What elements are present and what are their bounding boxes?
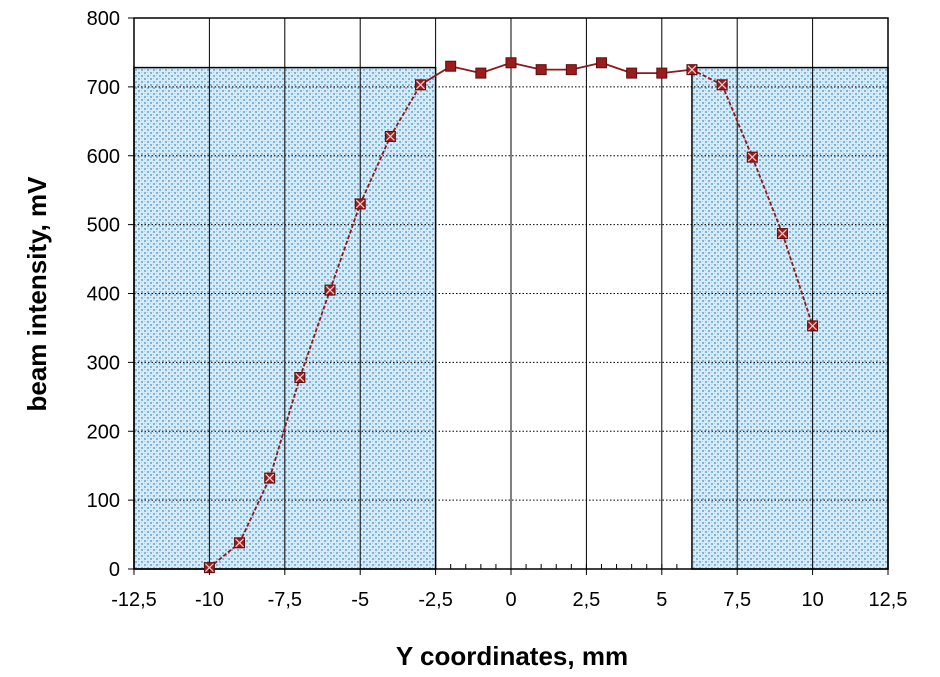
data-point-hatch <box>687 65 697 75</box>
y-tick-label: 700 <box>87 77 120 99</box>
data-point <box>203 562 215 574</box>
x-tick-label: -10 <box>195 589 224 611</box>
data-series <box>203 57 819 574</box>
data-point-hatch <box>416 80 425 90</box>
y-tick-label: 600 <box>87 146 120 168</box>
data-point <box>505 57 517 69</box>
data-point-marker <box>626 67 638 79</box>
data-point-marker <box>595 57 607 69</box>
series-segment <box>299 289 331 378</box>
y-tick-label: 100 <box>87 490 120 512</box>
data-point <box>626 67 638 79</box>
data-point-hatch <box>747 152 757 162</box>
x-axis-title: Y coordinates, mm <box>396 641 628 671</box>
data-point <box>716 79 728 91</box>
data-point <box>384 130 396 142</box>
data-point-hatch <box>325 285 335 295</box>
data-point-hatch <box>355 199 365 209</box>
x-tick-label: 0 <box>505 589 516 611</box>
data-point-marker <box>565 64 577 76</box>
data-point <box>415 79 427 91</box>
series-segment <box>329 203 362 291</box>
x-tick-label: 12,5 <box>869 589 908 611</box>
data-point-hatch <box>235 538 244 548</box>
data-point <box>354 198 366 210</box>
data-point <box>746 151 758 163</box>
y-tick-label: 0 <box>109 559 120 581</box>
data-point <box>264 472 276 484</box>
y-tick-label: 300 <box>87 352 120 374</box>
data-point <box>686 64 698 76</box>
x-tick-label: 10 <box>801 589 823 611</box>
y-axis-title: beam intensity, mV <box>22 176 52 412</box>
y-tick-label: 400 <box>87 284 120 306</box>
data-point-marker <box>475 67 487 79</box>
x-tick-label: 2,5 <box>572 589 600 611</box>
x-tick-label: -12,5 <box>111 589 157 611</box>
data-point-hatch <box>295 373 305 382</box>
series-segment <box>268 377 301 479</box>
series-segment <box>389 84 422 137</box>
data-point <box>445 60 457 72</box>
data-point-hatch <box>385 132 395 141</box>
data-point-marker <box>505 57 517 69</box>
data-point <box>535 64 547 76</box>
shaded-region-1 <box>691 67 888 569</box>
data-point-hatch <box>265 473 275 483</box>
data-point-marker <box>535 64 547 76</box>
series-segment <box>721 84 754 158</box>
y-axis-ticks: 0 100 200 300 400 500 600 700 800 <box>87 8 134 581</box>
x-tick-label: 7,5 <box>723 589 751 611</box>
y-tick-label: 800 <box>87 8 120 30</box>
data-point <box>776 228 788 240</box>
series-segment <box>359 136 392 205</box>
data-point <box>234 537 246 549</box>
y-tick-label: 200 <box>87 421 120 443</box>
data-point-hatch <box>808 321 818 331</box>
series-segment <box>781 233 814 327</box>
x-tick-label: -5 <box>351 589 369 611</box>
series-segment <box>751 156 784 234</box>
data-point <box>565 64 577 76</box>
data-point-hatch <box>717 80 727 90</box>
data-point <box>595 57 607 69</box>
data-point-hatch <box>204 563 214 573</box>
data-point <box>475 67 487 79</box>
x-tick-label: 5 <box>656 589 667 611</box>
y-tick-label: 500 <box>87 215 120 237</box>
x-tick-label: -2,5 <box>418 589 452 611</box>
data-point-marker <box>445 60 457 72</box>
data-point <box>324 284 336 296</box>
data-point <box>656 67 668 79</box>
x-axis-ticks: -12,5 -10 -7,5 -5 -2,5 0 2,5 5 7,5 10 12,5 <box>111 569 907 611</box>
data-point <box>294 372 306 384</box>
data-point-marker <box>656 67 668 79</box>
data-point <box>807 320 819 332</box>
data-point-hatch <box>778 229 787 239</box>
x-tick-label: -7,5 <box>268 589 302 611</box>
